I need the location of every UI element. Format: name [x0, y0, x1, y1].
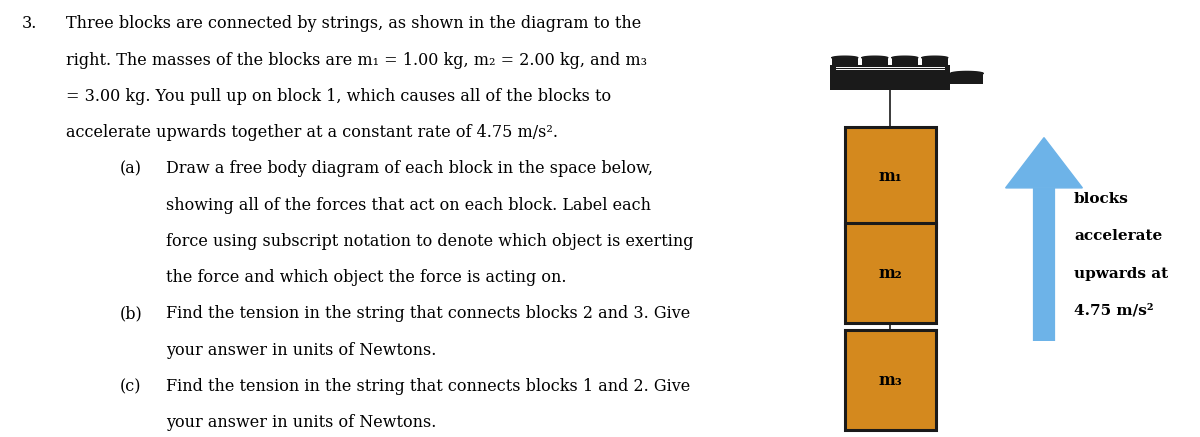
- Text: Find the tension in the string that connects blocks 2 and 3. Give: Find the tension in the string that conn…: [166, 305, 690, 323]
- Text: 4.75 m/s²: 4.75 m/s²: [1074, 304, 1153, 318]
- Text: 3.: 3.: [22, 15, 37, 32]
- Text: (c): (c): [120, 378, 142, 395]
- Text: your answer in units of Newtons.: your answer in units of Newtons.: [166, 342, 436, 359]
- Text: your answer in units of Newtons.: your answer in units of Newtons.: [166, 414, 436, 431]
- Bar: [862, 58, 888, 67]
- Text: m₁: m₁: [878, 169, 902, 185]
- Bar: [922, 58, 948, 67]
- Text: Find the tension in the string that connects blocks 1 and 2. Give: Find the tension in the string that conn…: [166, 378, 690, 395]
- Text: Draw a free body diagram of each block in the space below,: Draw a free body diagram of each block i…: [166, 160, 653, 177]
- Bar: [845, 127, 936, 227]
- Text: showing all of the forces that act on each block. Label each: showing all of the forces that act on ea…: [166, 197, 650, 214]
- Bar: [832, 58, 858, 67]
- Text: right. The masses of the blocks are m₁ = 1.00 kg, m₂ = 2.00 kg, and m₃: right. The masses of the blocks are m₁ =…: [66, 52, 647, 69]
- Polygon shape: [832, 56, 858, 58]
- Polygon shape: [892, 56, 918, 58]
- Text: the force and which object the force is acting on.: the force and which object the force is …: [166, 269, 566, 286]
- Text: m₂: m₂: [878, 265, 902, 281]
- Text: (b): (b): [120, 305, 143, 323]
- Polygon shape: [1006, 138, 1082, 188]
- Bar: [845, 330, 936, 430]
- Text: m₃: m₃: [878, 372, 902, 388]
- Text: force using subscript notation to denote which object is exerting: force using subscript notation to denote…: [166, 233, 694, 250]
- Text: (a): (a): [120, 160, 142, 177]
- Text: accelerate upwards together at a constant rate of 4.75 m/s².: accelerate upwards together at a constan…: [66, 124, 558, 141]
- Polygon shape: [950, 71, 984, 73]
- Polygon shape: [922, 56, 948, 58]
- Bar: [950, 73, 984, 84]
- Bar: [892, 58, 918, 67]
- Bar: [830, 66, 950, 90]
- Text: accelerate: accelerate: [1074, 229, 1163, 243]
- Text: Three blocks are connected by strings, as shown in the diagram to the: Three blocks are connected by strings, a…: [66, 15, 641, 32]
- Polygon shape: [862, 56, 888, 58]
- Text: blocks: blocks: [1074, 192, 1129, 206]
- Text: = 3.00 kg. You pull up on block 1, which causes all of the blocks to: = 3.00 kg. You pull up on block 1, which…: [66, 88, 611, 105]
- Bar: [845, 223, 936, 323]
- Text: upwards at: upwards at: [1074, 267, 1168, 281]
